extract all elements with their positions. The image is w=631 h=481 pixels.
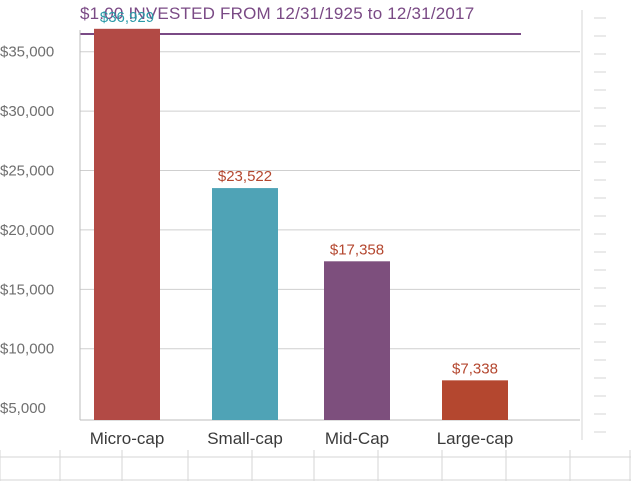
- y-tick-label: $20,000: [0, 222, 54, 239]
- category-label: Large-cap: [437, 429, 514, 448]
- y-tick-label: $5,000: [0, 400, 46, 417]
- data-label: $23,522: [218, 168, 272, 185]
- data-label: $36,929: [100, 9, 154, 26]
- data-label: $17,358: [330, 241, 384, 258]
- x-axis: Micro-cap Small-cap Mid-Cap Large-cap: [90, 429, 514, 448]
- title-underline: [80, 33, 521, 35]
- bar-small-cap: [212, 188, 278, 420]
- y-tick-label: $10,000: [0, 341, 54, 358]
- y-axis: $5,000 $10,000 $15,000 $20,000 $25,000 $30,00…: [0, 30, 580, 421]
- y-tick-label: $15,000: [0, 281, 54, 298]
- decorative-grid: [0, 10, 631, 481]
- bar-micro-cap: [94, 28, 160, 421]
- bars: [94, 28, 508, 421]
- y-tick-label: $25,000: [0, 163, 54, 180]
- y-tick-label: $35,000: [0, 44, 54, 61]
- bar-mid-cap: [324, 261, 390, 420]
- data-label: $7,338: [452, 360, 498, 377]
- category-label: Mid-Cap: [325, 429, 389, 448]
- bar-large-cap: [442, 380, 508, 420]
- category-label: Micro-cap: [90, 429, 165, 448]
- data-labels: $36,929 $23,522 $17,358 $7,338: [100, 9, 498, 378]
- chart-title: $1.00 INVESTED FROM 12/31/1925 to 12/31/…: [80, 4, 475, 23]
- y-tick-label: $30,000: [0, 103, 54, 120]
- category-label: Small-cap: [207, 429, 283, 448]
